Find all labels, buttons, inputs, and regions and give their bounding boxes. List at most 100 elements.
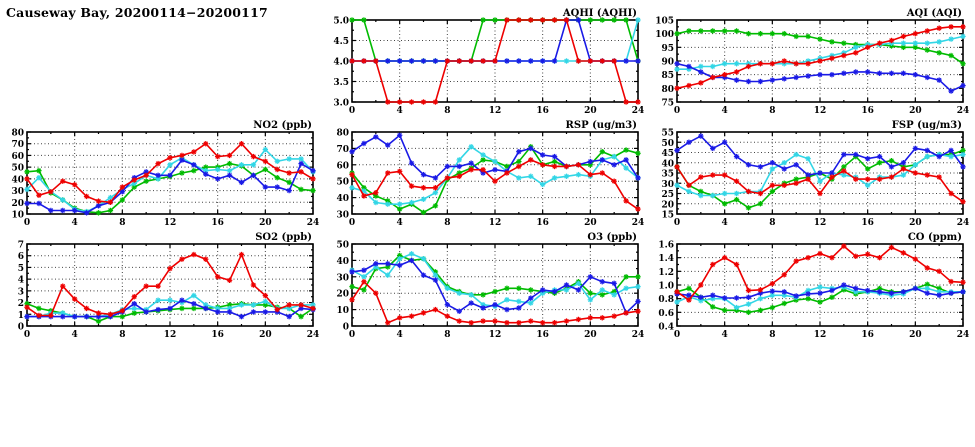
svg-text:24: 24 [632, 330, 645, 340]
svg-text:0: 0 [674, 218, 680, 228]
svg-text:1.0: 1.0 [658, 282, 674, 292]
svg-text:16: 16 [211, 330, 224, 340]
so2-chart-title: SO2 (ppb) [255, 232, 312, 243]
svg-text:80: 80 [336, 129, 349, 139]
svg-text:0: 0 [18, 323, 24, 333]
svg-text:12: 12 [814, 106, 827, 116]
svg-text:1.4: 1.4 [658, 254, 674, 264]
no2-chart: 0 4 8 12 16 20 24 10 20 30 40 50 60 70 80 NO2 (ppb) [0, 117, 325, 229]
svg-text:8: 8 [769, 106, 775, 116]
svg-text:16: 16 [861, 330, 874, 340]
svg-text:4.0: 4.0 [333, 58, 349, 68]
svg-text:20: 20 [259, 330, 272, 340]
svg-text:16: 16 [536, 330, 549, 340]
svg-text:4: 4 [72, 218, 78, 228]
svg-text:30: 30 [336, 211, 349, 221]
aqhi-plot-canvas: 0 4 8 12 16 20 24 3.0 3.5 4.0 4.5 5.0 [333, 17, 645, 117]
rsp-chart: 0 4 8 12 16 20 24 30 40 50 60 70 80 RSP (ug/m3) [325, 117, 650, 229]
svg-text:5: 5 [18, 264, 24, 274]
svg-text:12: 12 [814, 218, 827, 228]
svg-text:10: 10 [11, 211, 24, 221]
svg-text:95: 95 [661, 44, 674, 54]
svg-text:0: 0 [674, 330, 680, 340]
svg-text:0: 0 [349, 218, 355, 228]
svg-text:8: 8 [769, 330, 775, 340]
svg-text:16: 16 [861, 106, 874, 116]
charts-grid: Causeway Bay, 20200114−20200117 0 4 8 12 16 2… [0, 5, 975, 341]
svg-text:30: 30 [11, 187, 24, 197]
svg-text:5.0: 5.0 [333, 17, 349, 27]
svg-text:0: 0 [343, 323, 349, 333]
svg-text:16: 16 [536, 106, 549, 116]
svg-text:1.2: 1.2 [658, 268, 674, 278]
aqi-chart: 0 4 8 12 16 20 24 75 80 85 90 95 100 105 AQI (AQI) [650, 5, 975, 117]
svg-text:1.6: 1.6 [658, 241, 674, 251]
aqhi-chart-title: AQHI (AQHI) [562, 8, 637, 19]
rsp-plot-canvas: 0 4 8 12 16 20 24 30 40 50 60 70 80 [336, 129, 645, 229]
svg-text:50: 50 [336, 178, 349, 188]
svg-text:60: 60 [11, 152, 24, 162]
svg-text:75: 75 [661, 99, 674, 109]
svg-text:0: 0 [349, 330, 355, 340]
aqi-plot-canvas: 0 4 8 12 16 20 24 75 80 85 90 95 100 105 [655, 17, 970, 117]
svg-text:70: 70 [336, 145, 349, 155]
svg-text:3: 3 [18, 287, 24, 297]
svg-text:20: 20 [336, 290, 349, 300]
svg-text:16: 16 [861, 218, 874, 228]
svg-text:24: 24 [957, 218, 970, 228]
rsp-chart-title: RSP (ug/m3) [565, 120, 637, 131]
svg-text:25: 25 [661, 190, 674, 200]
svg-text:12: 12 [164, 330, 177, 340]
svg-text:0.4: 0.4 [658, 323, 674, 333]
svg-text:3.5: 3.5 [333, 78, 349, 88]
svg-text:85: 85 [661, 71, 674, 81]
svg-text:24: 24 [957, 330, 970, 340]
co-chart-title: CO (ppm) [907, 232, 962, 243]
fsp-chart: 0 4 8 12 16 20 24 15 20 25 30 35 40 45 50 55 FSP (ug/m3… [650, 117, 975, 229]
svg-text:24: 24 [957, 106, 970, 116]
svg-text:35: 35 [661, 170, 674, 180]
title-cell: Causeway Bay, 20200114−20200117 [0, 5, 325, 117]
svg-text:12: 12 [164, 218, 177, 228]
svg-text:0: 0 [24, 330, 30, 340]
svg-text:8: 8 [769, 218, 775, 228]
svg-text:4: 4 [722, 218, 728, 228]
svg-text:12: 12 [489, 106, 502, 116]
svg-text:60: 60 [336, 161, 349, 171]
svg-text:16: 16 [211, 218, 224, 228]
svg-text:12: 12 [489, 218, 502, 228]
fsp-chart-title: FSP (ug/m3) [891, 120, 962, 131]
svg-text:24: 24 [632, 106, 645, 116]
svg-text:55: 55 [661, 129, 674, 139]
svg-text:12: 12 [814, 330, 827, 340]
o3-chart: 0 4 8 12 16 20 24 0 10 20 30 40 50 O3 (ppb) [325, 229, 650, 341]
svg-text:0: 0 [674, 106, 680, 116]
svg-text:4.5: 4.5 [333, 37, 349, 47]
svg-text:8: 8 [119, 218, 125, 228]
svg-text:80: 80 [661, 85, 674, 95]
so2-chart: 0 4 8 12 16 20 24 0 1 2 3 4 5 6 7 SO2 (ppb) [0, 229, 325, 341]
svg-text:0: 0 [24, 218, 30, 228]
svg-text:0.6: 0.6 [658, 309, 674, 319]
aqi-chart-title: AQI (AQI) [906, 8, 962, 19]
svg-text:4: 4 [72, 330, 78, 340]
svg-text:15: 15 [661, 211, 674, 221]
svg-text:16: 16 [536, 218, 549, 228]
svg-text:4: 4 [397, 330, 403, 340]
svg-text:20: 20 [909, 218, 922, 228]
svg-text:4: 4 [397, 106, 403, 116]
svg-text:3.0: 3.0 [333, 99, 349, 109]
svg-text:0: 0 [349, 106, 355, 116]
svg-text:4: 4 [722, 106, 728, 116]
no2-chart-title: NO2 (ppb) [253, 120, 312, 131]
svg-text:8: 8 [444, 218, 450, 228]
svg-text:90: 90 [661, 58, 674, 68]
svg-text:7: 7 [18, 241, 24, 251]
svg-text:30: 30 [336, 273, 349, 283]
svg-text:24: 24 [632, 218, 645, 228]
svg-text:80: 80 [11, 129, 24, 139]
svg-text:105: 105 [655, 17, 674, 27]
aqhi-chart: 0 4 8 12 16 20 24 3.0 3.5 4.0 4.5 5.0 AQHI (AQHI) [325, 5, 650, 117]
svg-text:20: 20 [259, 218, 272, 228]
